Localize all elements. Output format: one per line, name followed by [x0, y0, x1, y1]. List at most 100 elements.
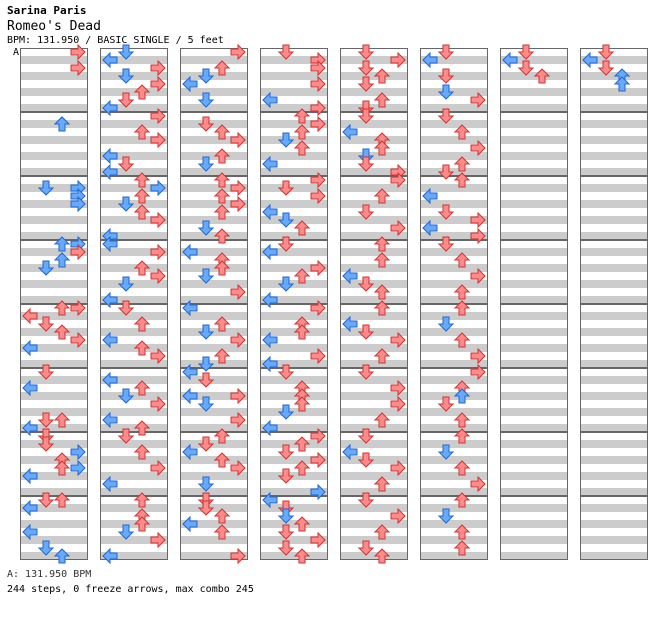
down-arrow	[197, 476, 215, 492]
up-arrow	[373, 188, 391, 204]
beat-band	[500, 104, 568, 112]
beat-band	[20, 264, 88, 272]
beat-band	[340, 280, 408, 288]
right-arrow	[150, 179, 166, 197]
beat-band	[500, 312, 568, 320]
right-arrow	[230, 387, 246, 405]
up-arrow	[373, 412, 391, 428]
up-arrow	[453, 412, 471, 428]
up-arrow	[133, 188, 151, 204]
down-arrow	[357, 276, 375, 292]
beat-band	[180, 376, 248, 384]
beat-band	[180, 264, 248, 272]
beat-band	[580, 536, 648, 544]
beat-band	[180, 248, 248, 256]
left-arrow	[22, 419, 38, 437]
left-arrow	[182, 515, 198, 533]
beat-band	[420, 88, 488, 96]
beat-band	[340, 296, 408, 304]
measure-border	[20, 496, 88, 560]
beat-band	[340, 472, 408, 480]
down-arrow	[277, 364, 295, 380]
up-arrow	[293, 124, 311, 140]
measure-border	[340, 304, 408, 368]
up-arrow	[453, 156, 471, 172]
left-arrow	[262, 203, 278, 221]
measure	[580, 304, 648, 368]
measure	[180, 496, 248, 560]
measure-border	[580, 432, 648, 496]
beat-band	[580, 264, 648, 272]
left-arrow	[582, 51, 598, 69]
up-arrow	[373, 548, 391, 564]
right-arrow	[230, 43, 246, 61]
beat-band	[420, 248, 488, 256]
beat-band	[500, 168, 568, 176]
up-arrow	[213, 508, 231, 524]
right-arrow	[310, 115, 326, 133]
measure-border	[180, 240, 248, 304]
right-arrow	[310, 427, 326, 445]
measure	[580, 496, 648, 560]
beat-band	[180, 520, 248, 528]
beat-band	[420, 296, 488, 304]
up-arrow	[453, 300, 471, 316]
beat-band	[180, 536, 248, 544]
measure-border	[500, 240, 568, 304]
left-arrow	[262, 355, 278, 373]
beat-band	[260, 104, 328, 112]
beat-band	[340, 408, 408, 416]
up-arrow	[373, 524, 391, 540]
beat-band	[180, 360, 248, 368]
up-arrow	[133, 204, 151, 220]
beat-band	[420, 264, 488, 272]
down-arrow	[277, 44, 295, 60]
left-arrow	[102, 371, 118, 389]
beat-band	[260, 200, 328, 208]
measure-border	[340, 240, 408, 304]
up-arrow	[133, 260, 151, 276]
beat-band	[20, 552, 88, 560]
right-arrow	[150, 243, 166, 261]
down-arrow	[37, 364, 55, 380]
down-arrow	[197, 156, 215, 172]
right-arrow	[150, 347, 166, 365]
up-arrow	[453, 540, 471, 556]
up-arrow	[213, 428, 231, 444]
beat-band	[100, 424, 168, 432]
beat-band	[180, 184, 248, 192]
beat-band	[420, 504, 488, 512]
down-arrow	[277, 524, 295, 540]
artist-name: Sarina Paris	[7, 4, 87, 17]
up-arrow	[293, 108, 311, 124]
left-arrow	[422, 219, 438, 237]
up-arrow	[293, 140, 311, 156]
left-arrow	[422, 51, 438, 69]
beat-band	[100, 472, 168, 480]
measure-border	[580, 176, 648, 240]
up-arrow	[213, 228, 231, 244]
measure	[100, 112, 168, 176]
beat-band	[180, 488, 248, 496]
beat-band	[580, 392, 648, 400]
beat-band	[20, 88, 88, 96]
down-arrow	[117, 300, 135, 316]
beat-band	[580, 552, 648, 560]
down-arrow	[117, 92, 135, 108]
beat-band	[500, 232, 568, 240]
beat-band	[340, 504, 408, 512]
right-arrow	[70, 459, 86, 477]
beat-band	[580, 456, 648, 464]
up-arrow	[453, 332, 471, 348]
beat-band	[340, 152, 408, 160]
beat-band	[340, 136, 408, 144]
beat-band	[500, 72, 568, 80]
up-arrow	[53, 492, 71, 508]
right-arrow	[390, 459, 406, 477]
measure	[180, 432, 248, 496]
up-arrow	[453, 460, 471, 476]
measure	[500, 112, 568, 176]
down-arrow	[277, 132, 295, 148]
up-arrow	[453, 492, 471, 508]
down-arrow	[437, 68, 455, 84]
